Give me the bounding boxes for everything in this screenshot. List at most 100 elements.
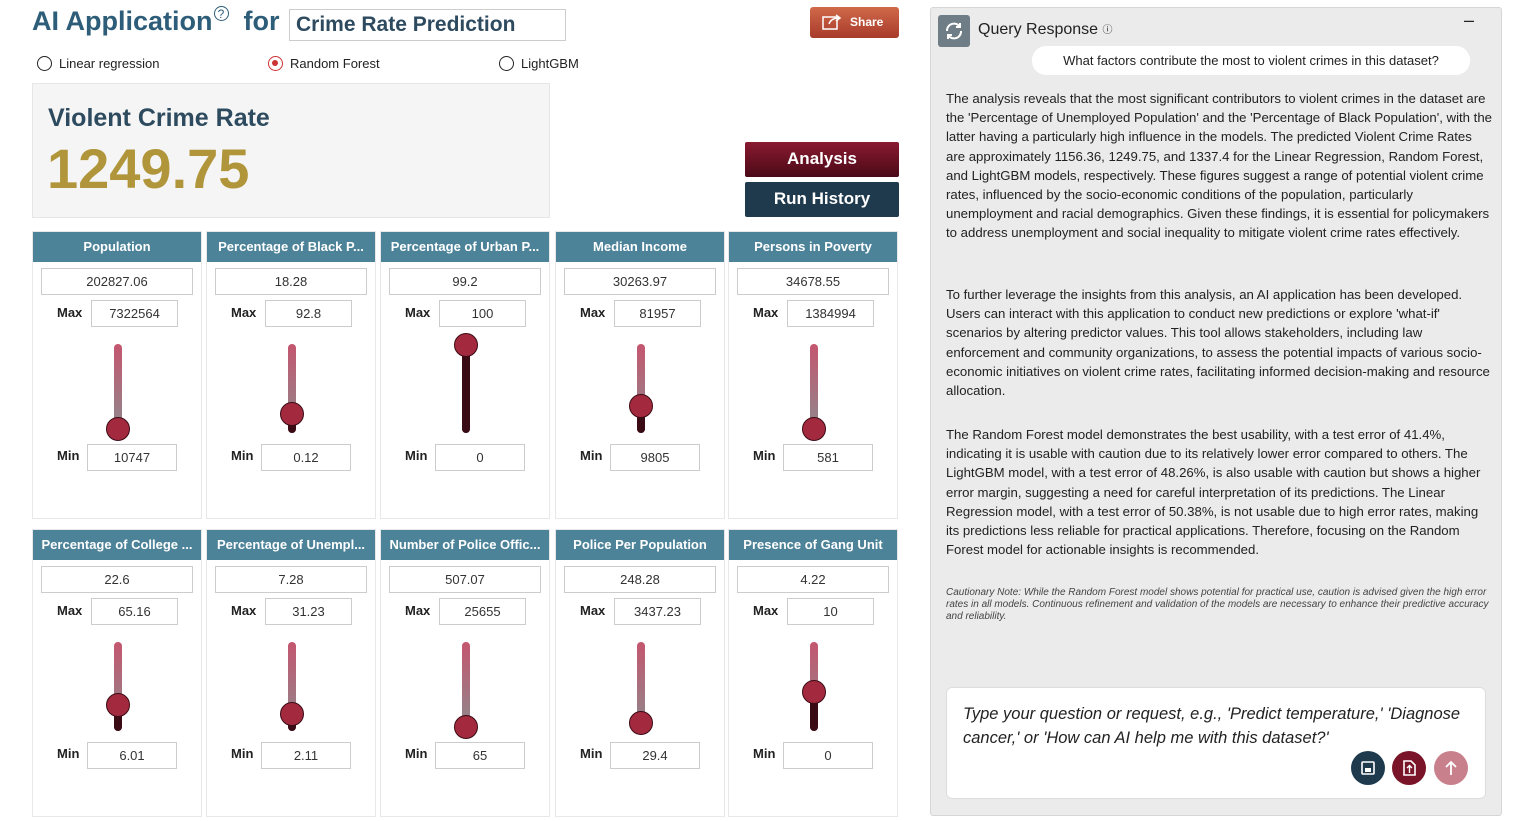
slider-track <box>637 642 645 731</box>
predictor-value-input[interactable]: 34678.55 <box>737 268 889 295</box>
min-label: Min <box>57 746 80 761</box>
share-button[interactable]: Share <box>810 7 899 38</box>
result-value: 1249.75 <box>47 137 250 200</box>
predictor-name: Median Income <box>556 232 724 262</box>
predictor-card: Presence of Gang Unit 4.22 Max 10 Min 0 <box>728 529 898 817</box>
collapse-button[interactable]: – <box>1464 10 1475 30</box>
predictor-value-input[interactable]: 4.22 <box>737 566 889 593</box>
max-label: Max <box>405 305 431 320</box>
input-placeholder: Type your question or request, e.g., 'Pr… <box>963 705 1461 747</box>
max-label: Max <box>231 305 257 320</box>
help-icon[interactable]: ? <box>213 6 229 21</box>
predictor-name: Police Per Population <box>556 530 724 560</box>
min-input[interactable]: 29.4 <box>610 742 700 769</box>
predictor-name: Number of Police Offic... <box>381 530 549 560</box>
min-input[interactable]: 0 <box>435 444 525 471</box>
predictor-name: Persons in Poverty <box>729 232 897 262</box>
max-input[interactable]: 81957 <box>614 300 701 327</box>
predictor-value-input[interactable]: 7.28 <box>215 566 367 593</box>
predictor-card: Percentage of Urban P... 99.2 Max 100 Min 0 <box>380 231 550 519</box>
slider-knob[interactable] <box>454 715 478 740</box>
predictor-card: Persons in Poverty 34678.55 Max 1384994 Min 5… <box>728 231 898 519</box>
predictor-value-input[interactable]: 248.28 <box>564 566 716 593</box>
predictor-card: Population 202827.06 Max 7322564 Min 10747 <box>32 231 202 519</box>
max-input[interactable]: 10 <box>787 598 874 625</box>
chat-title: Query Response ⓘ <box>978 21 1113 39</box>
radio-label: LightGBM <box>521 56 579 71</box>
slider-track <box>288 642 296 731</box>
slider-track <box>637 344 645 433</box>
share-icon <box>822 14 842 30</box>
max-input[interactable]: 7322564 <box>91 300 178 327</box>
predictor-name: Percentage of Black P... <box>207 232 375 262</box>
save-button[interactable] <box>1351 751 1385 785</box>
max-input[interactable]: 92.8 <box>265 300 352 327</box>
response-paragraph: To further leverage the insights from th… <box>946 287 1490 399</box>
slider-knob[interactable] <box>454 332 478 357</box>
slider-knob[interactable] <box>802 416 826 441</box>
predictor-card: Median Income 30263.97 Max 81957 Min 9805 <box>555 231 725 519</box>
history-button[interactable]: Run History <box>745 182 899 217</box>
max-label: Max <box>405 603 431 618</box>
slider-track <box>462 642 470 731</box>
upload-button[interactable] <box>1392 751 1426 785</box>
min-input[interactable]: 65 <box>435 742 525 769</box>
predictor-card: Percentage of Unempl... 7.28 Max 31.23 Min 2.… <box>206 529 376 817</box>
predictor-card: Police Per Population 248.28 Max 3437.23 Min… <box>555 529 725 817</box>
min-input[interactable]: 6.01 <box>87 742 177 769</box>
model-radio[interactable]: Random Forest <box>268 56 380 71</box>
predictor-value-input[interactable]: 30263.97 <box>564 268 716 295</box>
min-input[interactable]: 0.12 <box>261 444 351 471</box>
predictor-card: Number of Police Offic... 507.07 Max 25655 M… <box>380 529 550 817</box>
max-input[interactable]: 65.16 <box>91 598 178 625</box>
app-title: AI Application? for <box>32 6 280 37</box>
chat-icon <box>938 15 970 47</box>
response-paragraph: The analysis reveals that the most signi… <box>946 91 1492 241</box>
send-button[interactable] <box>1434 751 1468 785</box>
min-label: Min <box>405 746 428 761</box>
slider-knob[interactable] <box>280 701 304 726</box>
model-radio[interactable]: LightGBM <box>499 56 579 71</box>
slider-knob[interactable] <box>629 711 653 736</box>
max-input[interactable]: 100 <box>439 300 526 327</box>
predictor-value-input[interactable]: 99.2 <box>389 268 541 295</box>
slider-fill <box>114 704 122 731</box>
model-radio[interactable]: Linear regression <box>37 56 159 71</box>
chat-panel <box>930 7 1502 816</box>
predictor-value-input[interactable]: 202827.06 <box>41 268 193 295</box>
slider-knob[interactable] <box>106 692 130 717</box>
min-input[interactable]: 581 <box>783 444 873 471</box>
predictor-value-input[interactable]: 507.07 <box>389 566 541 593</box>
app-name-input[interactable]: Crime Rate Prediction <box>289 9 566 41</box>
help-icon[interactable]: ⓘ <box>1102 25 1113 36</box>
slider-track <box>114 344 122 433</box>
min-input[interactable]: 2.11 <box>261 742 351 769</box>
title-text: AI Application <box>32 6 213 36</box>
max-label: Max <box>231 603 257 618</box>
min-input[interactable]: 10747 <box>87 444 177 471</box>
slider-track <box>114 642 122 731</box>
max-input[interactable]: 1384994 <box>787 300 874 327</box>
min-label: Min <box>57 448 80 463</box>
min-input[interactable]: 0 <box>783 742 873 769</box>
radio-dot <box>499 56 514 71</box>
predictor-value-input[interactable]: 22.6 <box>41 566 193 593</box>
slider-knob[interactable] <box>280 401 304 426</box>
max-label: Max <box>580 603 606 618</box>
min-label: Min <box>753 746 776 761</box>
predictor-name: Presence of Gang Unit <box>729 530 897 560</box>
analysis-button[interactable]: Analysis <box>745 142 899 177</box>
slider-fill <box>637 406 645 433</box>
radio-dot <box>268 56 283 71</box>
predictor-value-input[interactable]: 18.28 <box>215 268 367 295</box>
slider-knob[interactable] <box>629 394 653 419</box>
min-input[interactable]: 9805 <box>610 444 700 471</box>
max-input[interactable]: 3437.23 <box>614 598 701 625</box>
radio-label: Linear regression <box>59 56 160 71</box>
chat-input[interactable]: Type your question or request, e.g., 'Pr… <box>946 687 1486 799</box>
max-input[interactable]: 25655 <box>439 598 526 625</box>
slider-knob[interactable] <box>106 416 130 441</box>
max-input[interactable]: 31.23 <box>265 598 352 625</box>
slider-knob[interactable] <box>802 680 826 705</box>
